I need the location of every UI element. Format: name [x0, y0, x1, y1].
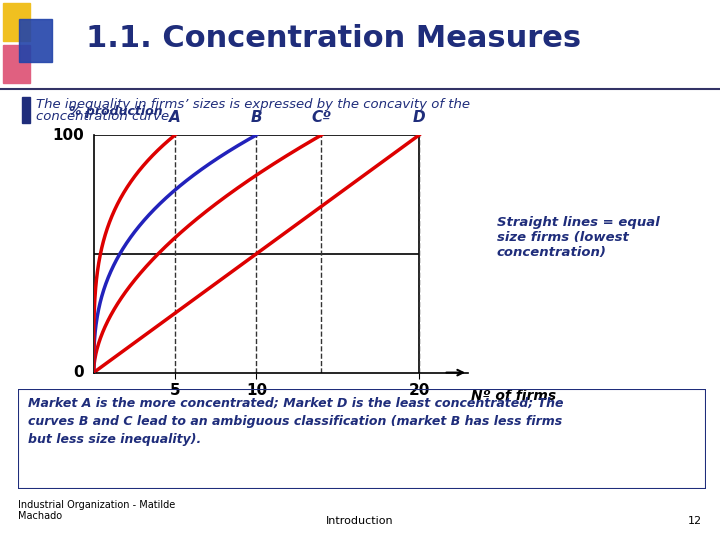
Text: % production: % production — [69, 105, 163, 118]
Text: Introduction: Introduction — [326, 516, 394, 526]
Text: 100: 100 — [52, 127, 84, 143]
Bar — [4, 45, 30, 83]
Text: Straight lines = equal
size firms (lowest
concentration): Straight lines = equal size firms (lowes… — [497, 216, 660, 259]
Text: 12: 12 — [688, 516, 702, 526]
Text: Cº: Cº — [312, 111, 331, 125]
Text: The inequality in firms’ sizes is expressed by the concavity of the: The inequality in firms’ sizes is expres… — [36, 98, 470, 111]
Text: Market A is the more concentrated; Market D is the least concentrated; The
curve: Market A is the more concentrated; Marke… — [28, 397, 564, 446]
Text: D: D — [413, 111, 426, 125]
Text: 0: 0 — [73, 365, 84, 380]
Bar — [19, 19, 52, 62]
Text: Nº of firms: Nº of firms — [472, 389, 557, 403]
Text: Industrial Organization - Matilde
Machado: Industrial Organization - Matilde Machad… — [18, 500, 175, 521]
Text: concentration curve: concentration curve — [36, 110, 169, 123]
Bar — [4, 3, 30, 42]
Text: A: A — [169, 111, 181, 125]
Text: B: B — [251, 111, 262, 125]
Text: 1.1. Concentration Measures: 1.1. Concentration Measures — [86, 24, 582, 53]
